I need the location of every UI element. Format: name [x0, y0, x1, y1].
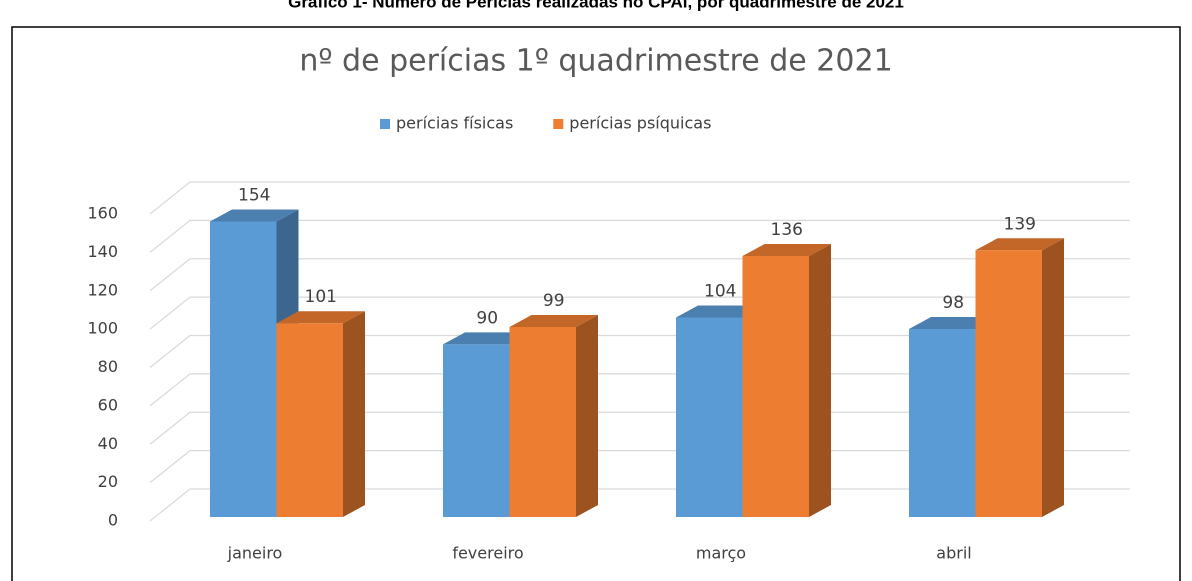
- bar-top: [443, 332, 532, 345]
- legend-label: perícias psíquicas: [569, 114, 711, 133]
- x-tick-label: fevereiro: [452, 544, 523, 563]
- bar-side: [1042, 238, 1064, 517]
- bar-front: [676, 317, 743, 517]
- x-tick-label: janeiro: [227, 544, 283, 563]
- y-tick-label: 40: [98, 434, 118, 453]
- bar-top: [975, 238, 1064, 251]
- y-tick-label: 0: [108, 511, 118, 530]
- data-label: 154: [238, 186, 270, 206]
- bar-top: [742, 244, 831, 257]
- bar-front: [443, 344, 510, 517]
- chart-border: [11, 26, 1181, 581]
- bar-top: [276, 311, 365, 324]
- data-label: 104: [704, 281, 736, 301]
- bar-top: [909, 316, 998, 329]
- bar-front: [276, 323, 343, 517]
- legend-label: perícias físicas: [396, 114, 513, 133]
- bar-side: [809, 244, 831, 518]
- bar-front: [509, 327, 576, 517]
- data-label: 101: [305, 287, 337, 307]
- y-tick-label: 20: [98, 472, 118, 491]
- data-label: 136: [771, 220, 803, 240]
- bar-front: [210, 221, 277, 517]
- bar: [276, 311, 365, 517]
- bar-front: [742, 256, 809, 517]
- grid-line: [149, 181, 1130, 215]
- bar: [975, 238, 1064, 517]
- y-tick-label: 160: [87, 204, 118, 223]
- data-label: 139: [1004, 214, 1036, 234]
- bar-side: [576, 315, 598, 517]
- bar: [509, 315, 598, 517]
- x-tick-label: março: [696, 544, 746, 563]
- caption: Gráfico 1- Número de Perícias realizadas…: [288, 0, 904, 11]
- grid-line: [149, 219, 1130, 253]
- data-label: 99: [543, 291, 565, 311]
- y-tick-label: 60: [98, 395, 118, 414]
- bar: [742, 244, 831, 518]
- x-tick-label: abril: [936, 544, 971, 563]
- bar-front: [909, 328, 976, 517]
- bar-top: [676, 305, 765, 318]
- data-label: 98: [942, 293, 964, 313]
- y-tick-label: 120: [87, 280, 118, 299]
- data-label: 90: [476, 308, 498, 328]
- y-tick-label: 140: [87, 242, 118, 261]
- bar-top: [210, 209, 299, 222]
- y-tick-label: 100: [87, 319, 118, 338]
- chart-title: nº de perícias 1º quadrimestre de 2021: [299, 44, 892, 79]
- bar-side: [343, 311, 365, 517]
- legend-swatch: [553, 119, 564, 129]
- y-tick-label: 80: [98, 357, 118, 376]
- legend-swatch: [380, 119, 390, 129]
- bar-front: [975, 250, 1042, 517]
- bar-top: [509, 315, 598, 328]
